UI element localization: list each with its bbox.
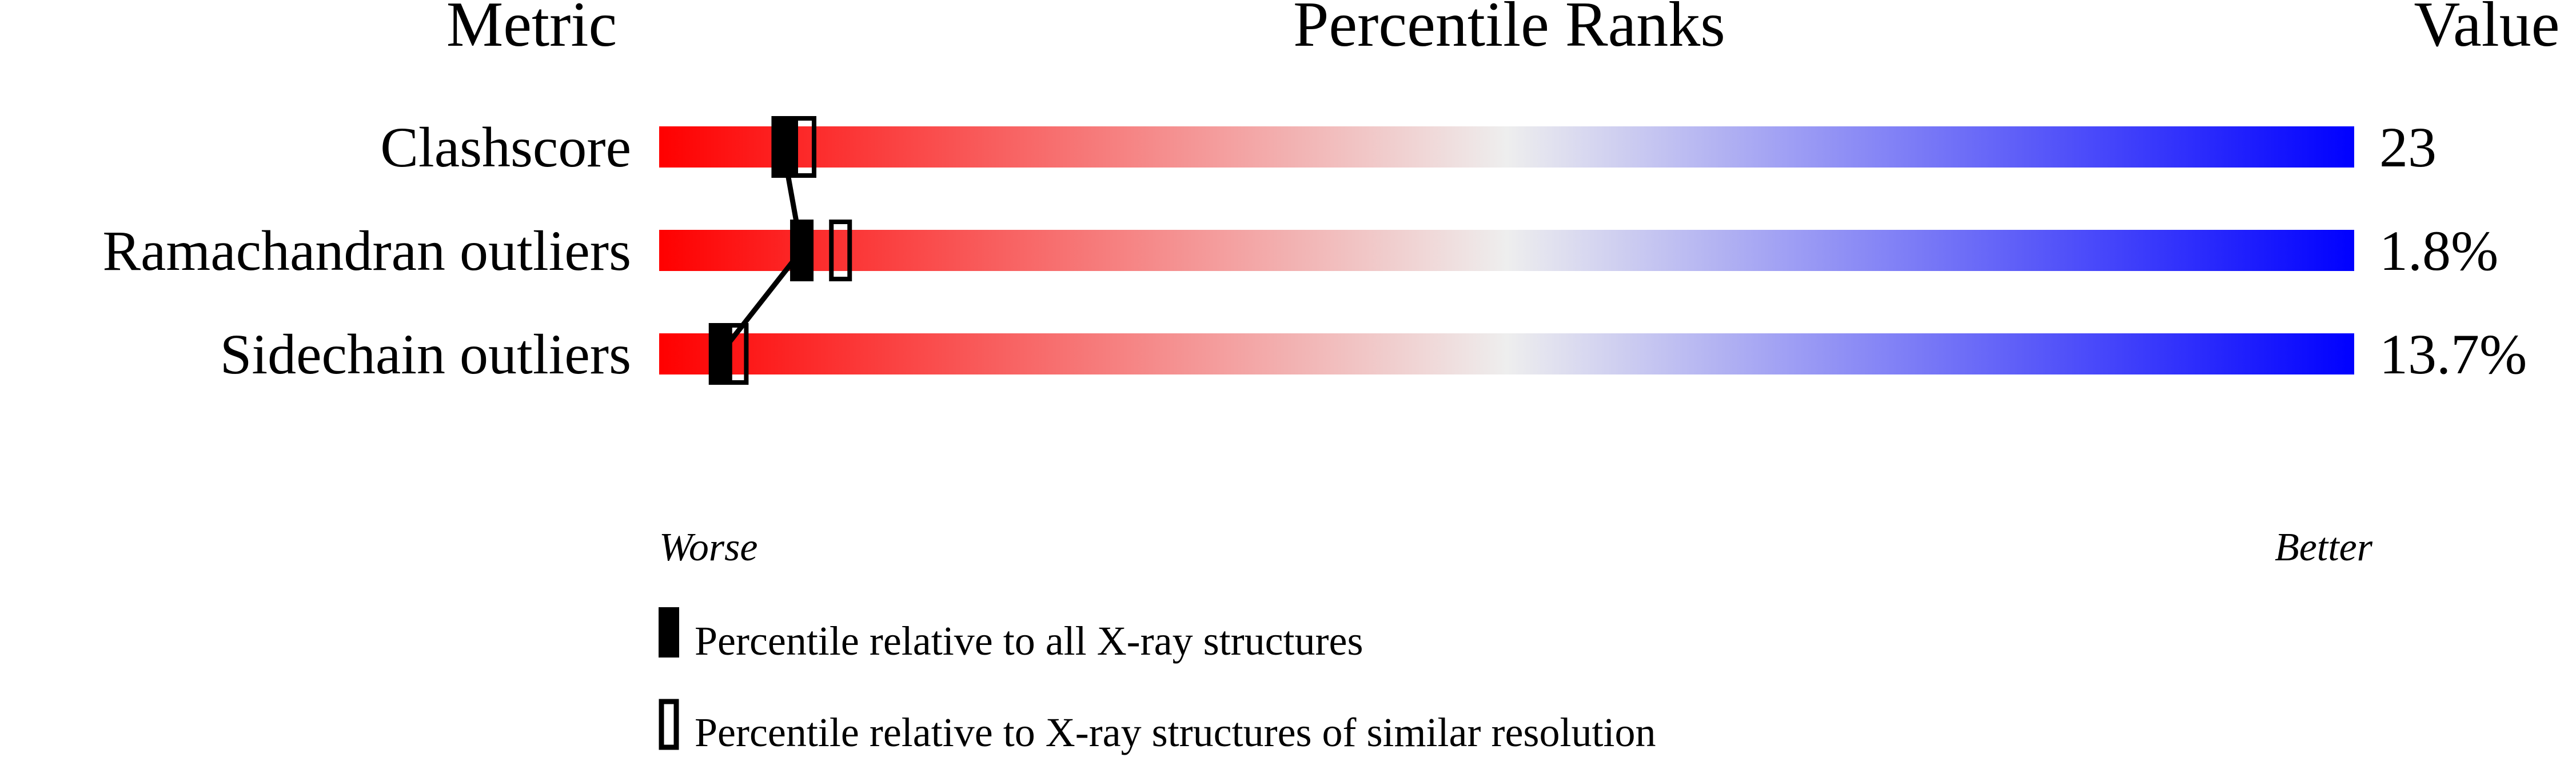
legend-filled-marker — [659, 607, 679, 658]
metric-value: 23 — [2379, 115, 2437, 179]
legend-label-all: Percentile relative to all X-ray structu… — [695, 618, 1363, 664]
marker-similar-resolution — [829, 220, 852, 281]
metric-label: Clashscore — [380, 115, 631, 179]
legend-label-similar: Percentile relative to X-ray structures … — [695, 710, 1656, 755]
percentile-bar — [659, 230, 2354, 271]
metric-value: 13.7% — [2379, 322, 2527, 386]
connector-line — [718, 249, 804, 356]
better-label: Better — [2275, 525, 2373, 569]
marker-all-structures — [708, 323, 732, 385]
marker-all-structures — [790, 220, 814, 281]
header-percentile-ranks: Percentile Ranks — [1293, 0, 1725, 60]
metric-label: Sidechain outliers — [220, 322, 631, 386]
header-value: Value — [2414, 0, 2559, 60]
percentile-bar — [659, 333, 2354, 374]
marker-similar-resolution — [793, 116, 816, 178]
legend-open-marker — [659, 699, 679, 750]
metric-value: 1.8% — [2379, 219, 2498, 282]
worse-label: Worse — [659, 525, 757, 569]
metric-label: Ramachandran outliers — [102, 219, 631, 282]
marker-all-structures — [771, 116, 795, 178]
percentile-bar — [659, 126, 2354, 168]
header-metric: Metric — [446, 0, 617, 60]
